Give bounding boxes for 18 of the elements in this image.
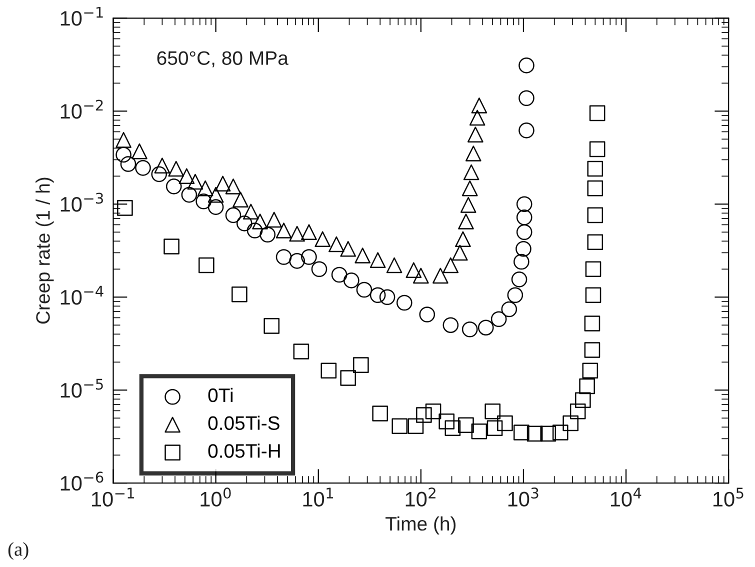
y-tick-label: 10$^{−1}$	[60, 6, 103, 26]
legend-label: 0.05Ti-H	[208, 444, 280, 458]
y-tick-label: 10$^{−3}$	[60, 192, 103, 212]
y-tick-label: 10$^{−5}$	[60, 378, 103, 398]
annotation: 650°C, 80 MPa	[157, 51, 288, 68]
x-axis-title: Time (h)	[386, 516, 456, 535]
y-tick-label: 10$^{−4}$	[60, 286, 104, 305]
x-tick-label: 10$^{1}$	[303, 488, 333, 507]
x-tick-label: 10$^{3}$	[508, 488, 538, 507]
y-axis-title: Creep rate (1 / h)	[36, 178, 54, 324]
x-tick-label: 10$^{0}$	[200, 488, 231, 507]
x-tick-label: 10$^{5}$	[713, 488, 744, 507]
text: (a)	[8, 542, 28, 560]
x-tick-label: 10$^{2}$	[406, 488, 436, 507]
legend-label: 0.05Ti-S	[208, 416, 280, 430]
x-tick-label: 10$^{4}$	[610, 488, 642, 507]
y-tick-label: 10$^{−2}$	[60, 100, 103, 119]
legend-label: 0Ti	[208, 388, 233, 402]
